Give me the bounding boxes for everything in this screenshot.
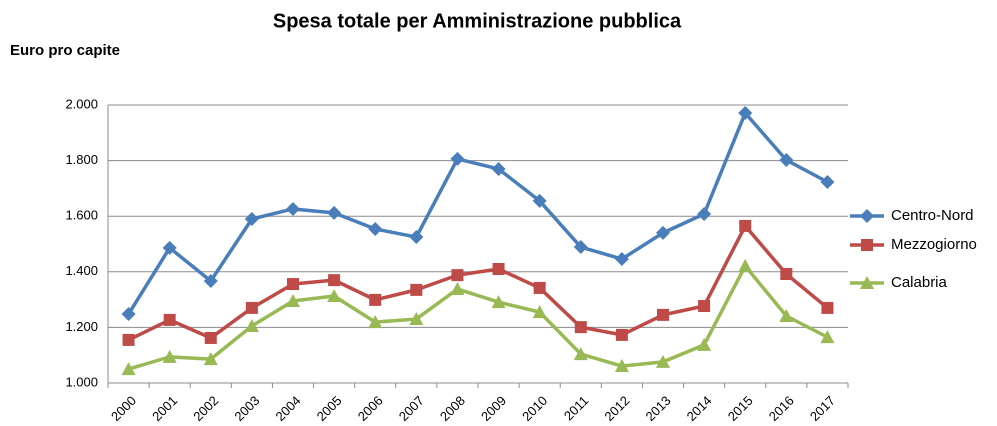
data-point [327, 205, 342, 220]
x-tick-label: 2009 [478, 393, 509, 424]
data-point [615, 328, 628, 341]
data-point [203, 352, 218, 366]
data-point [451, 269, 464, 282]
data-point [162, 240, 177, 255]
y-tick-label: 1.600 [65, 208, 98, 223]
series-line [128, 264, 829, 371]
chart-title: Spesa totale per Amministrazione pubblic… [273, 10, 682, 32]
data-point [286, 201, 300, 216]
data-point [327, 288, 342, 302]
y-tick-label: 1.000 [65, 374, 98, 389]
x-tick-label: 2015 [725, 393, 756, 424]
legend-label: Calabria [891, 274, 948, 291]
data-point [409, 312, 424, 326]
data-point [614, 252, 629, 267]
y-tick-label: 2.000 [65, 96, 98, 111]
x-tick-label: 2010 [519, 393, 550, 424]
y-tick-label: 1.400 [65, 263, 98, 278]
data-point [779, 309, 794, 323]
data-point [286, 293, 300, 307]
data-point [574, 321, 587, 334]
data-point [657, 308, 669, 321]
legend-label: Centro-Nord [891, 207, 974, 224]
data-point [573, 240, 588, 255]
x-tick-label: 2008 [437, 393, 468, 424]
x-tick-label: 2013 [642, 393, 673, 424]
data-point [573, 347, 588, 361]
data-point [532, 305, 547, 319]
x-tick-label: 2001 [149, 393, 180, 424]
legend-marker [860, 276, 874, 289]
y-tick-label: 1.200 [65, 319, 98, 334]
data-point [450, 282, 465, 296]
x-tick-label: 2004 [272, 393, 303, 424]
data-point [738, 106, 753, 121]
data-point [533, 281, 546, 294]
x-tick-label: 2003 [231, 393, 262, 424]
data-point [121, 307, 136, 322]
data-point [739, 219, 752, 232]
data-point [203, 273, 218, 288]
data-point [328, 274, 341, 287]
data-point [821, 301, 834, 314]
data-point [122, 333, 135, 346]
data-point [245, 301, 258, 314]
data-point [244, 319, 259, 333]
y-tick-label: 1.800 [65, 152, 98, 167]
data-point [738, 258, 753, 272]
data-point [368, 221, 383, 236]
data-point [698, 299, 711, 312]
legend-marker [860, 209, 874, 223]
data-point [162, 349, 177, 363]
x-tick-label: 2016 [766, 393, 797, 424]
data-point [532, 193, 547, 208]
data-point [491, 295, 506, 309]
x-tick-label: 2006 [355, 393, 386, 424]
data-point [779, 153, 794, 168]
data-point [369, 293, 382, 306]
data-point [656, 225, 670, 240]
data-point [450, 151, 465, 166]
x-tick-label: 2007 [396, 393, 427, 424]
data-point [121, 362, 136, 376]
data-point [244, 211, 259, 226]
data-point [163, 313, 176, 326]
series-line [127, 111, 829, 315]
x-tick-label: 2002 [190, 393, 221, 424]
data-point [656, 354, 670, 368]
x-tick-label: 2005 [314, 393, 345, 424]
data-point [820, 330, 835, 344]
x-tick-label: 2011 [561, 393, 591, 423]
x-tick-label: 2012 [601, 393, 632, 424]
data-point [491, 161, 506, 176]
data-point [820, 175, 835, 190]
data-point [697, 337, 712, 351]
series-line [127, 224, 829, 342]
data-point [697, 206, 712, 221]
data-point [780, 268, 793, 281]
data-point [368, 315, 383, 329]
y-axis-label: Euro pro capite [10, 42, 120, 59]
data-point [204, 331, 217, 344]
x-tick-label: 2017 [807, 393, 838, 424]
x-tick-label: 2014 [684, 393, 715, 424]
data-point [409, 230, 424, 245]
data-point [410, 283, 423, 296]
data-point [287, 278, 299, 291]
legend-marker [861, 239, 873, 251]
legend-label: Mezzogiorno [891, 236, 977, 253]
data-point [492, 263, 505, 276]
data-point [614, 359, 629, 373]
x-tick-label: 2000 [108, 393, 139, 424]
